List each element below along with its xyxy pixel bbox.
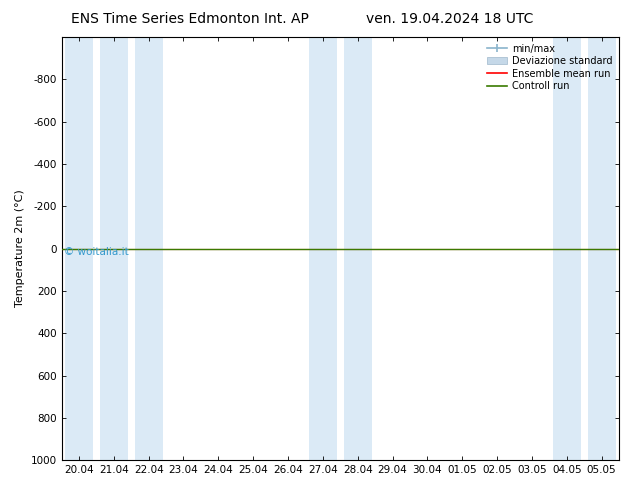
Bar [309, 37, 337, 460]
Bar [553, 37, 581, 460]
Bar [65, 37, 93, 460]
Bar [588, 37, 616, 460]
Legend: min/max, Deviazione standard, Ensemble mean run, Controll run: min/max, Deviazione standard, Ensemble m… [484, 40, 616, 95]
Text: ENS Time Series Edmonton Int. AP: ENS Time Series Edmonton Int. AP [71, 12, 309, 26]
Bar [134, 37, 162, 460]
Text: ven. 19.04.2024 18 UTC: ven. 19.04.2024 18 UTC [366, 12, 534, 26]
Bar [344, 37, 372, 460]
Y-axis label: Temperature 2m (°C): Temperature 2m (°C) [15, 190, 25, 307]
Text: © woitalia.it: © woitalia.it [64, 247, 129, 257]
Bar [100, 37, 127, 460]
